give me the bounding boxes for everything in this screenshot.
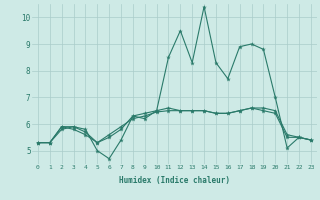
X-axis label: Humidex (Indice chaleur): Humidex (Indice chaleur): [119, 176, 230, 185]
